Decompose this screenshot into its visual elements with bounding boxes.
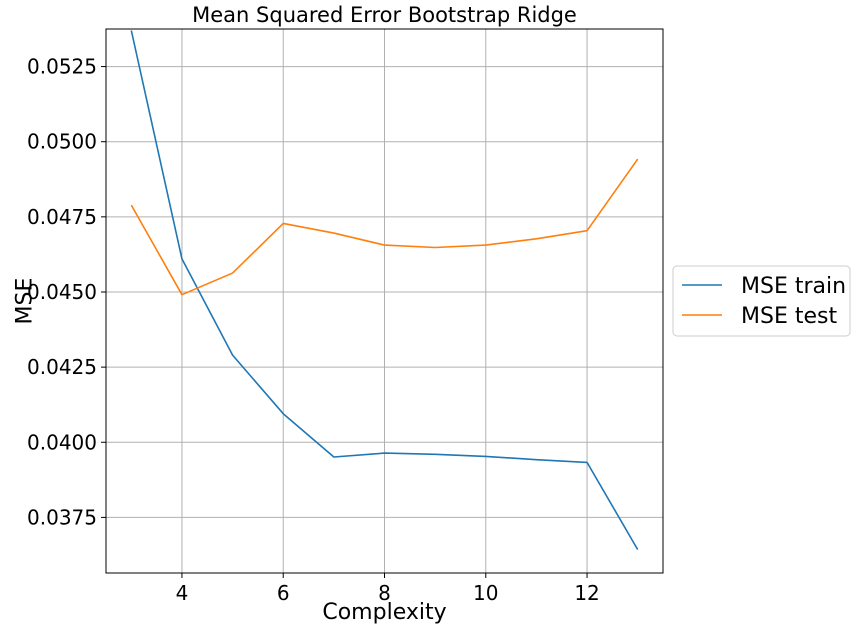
- legend-box: [672, 265, 851, 337]
- x-tick-label: 4: [176, 581, 189, 605]
- legend-label: MSE train: [741, 274, 846, 299]
- legend-label: MSE test: [741, 304, 837, 329]
- y-tick-label: 0.0425: [27, 355, 97, 379]
- x-tick-label: 8: [378, 581, 391, 605]
- y-tick-label: 0.0400: [27, 430, 97, 454]
- series-line-mse-train: [130, 30, 639, 550]
- legend: MSE train MSE test: [672, 265, 851, 337]
- series-line-mse-test: [130, 158, 639, 296]
- y-axis-title: MSE: [13, 278, 38, 325]
- y-tick-label: 0.0475: [27, 205, 97, 229]
- x-tick-label: 12: [574, 581, 599, 605]
- y-axis-ticks: 0.0375 0.0400 0.0425 0.0450 0.0475 0.0500 0.05…: [27, 55, 106, 529]
- y-tick-label: 0.0450: [27, 280, 97, 304]
- grid: [106, 29, 663, 573]
- series-lines: [130, 30, 639, 550]
- chart-title: Mean Squared Error Bootstrap Ridge: [192, 3, 577, 27]
- y-tick-label: 0.0375: [27, 505, 97, 529]
- x-axis-ticks: 4 6 8 10 12: [176, 573, 600, 605]
- x-axis-title: Complexity: [322, 600, 446, 625]
- y-tick-label: 0.0525: [27, 55, 97, 79]
- x-tick-label: 6: [277, 581, 290, 605]
- x-tick-label: 10: [473, 581, 498, 605]
- y-tick-label: 0.0500: [27, 130, 97, 154]
